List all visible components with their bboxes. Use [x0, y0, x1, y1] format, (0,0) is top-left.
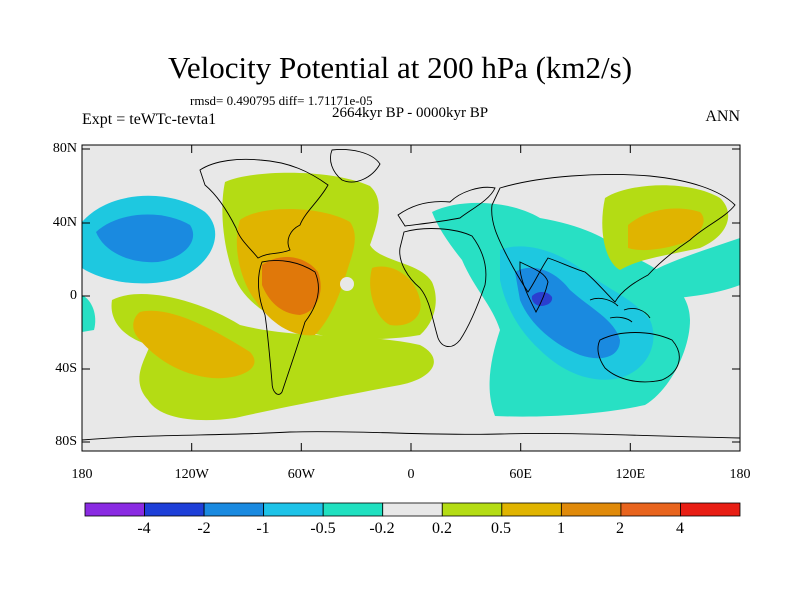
coast-maritime-continent [589, 297, 651, 323]
lon-label-0: 0 [407, 467, 415, 482]
lat-ticks [82, 148, 740, 443]
colorbar-box [84, 502, 145, 517]
colorbar-box [441, 502, 503, 517]
colorbar [84, 502, 741, 517]
lat-label-80s: 80S [55, 434, 77, 449]
coast-australia [597, 332, 680, 383]
lat-label-80n: 80N [52, 141, 77, 156]
colorbar-label: 2 [616, 520, 624, 537]
contour-zero-hole [340, 277, 354, 291]
contour-neg-strong [531, 291, 553, 306]
colorbar-box [620, 502, 681, 517]
colorbar-label: 0.5 [491, 520, 511, 537]
contour-neg-north-pacific-core [96, 214, 194, 263]
lat-label-40n: 40N [52, 215, 77, 230]
coast-greenland [330, 149, 381, 183]
contour-pos-asia-core [628, 208, 704, 251]
contour-neg-indian-core [515, 267, 620, 359]
colorbar-label: -0.2 [369, 520, 395, 537]
coast-asia [491, 174, 736, 303]
colorbar-label: -0.5 [310, 520, 336, 537]
colorbar-label: 1 [557, 520, 565, 537]
colorbar-box [680, 502, 741, 517]
lon-label-60w: 60W [287, 467, 315, 482]
colorbar-box [203, 502, 265, 517]
colorbar-label: -2 [197, 520, 211, 537]
lon-label-120w: 120W [174, 467, 209, 482]
period-subtitle: 2664kyr BP - 0000kyr BP [331, 105, 489, 121]
colorbar-box [263, 502, 324, 517]
colorbar-box [382, 502, 443, 517]
season-label: ANN [705, 108, 740, 125]
coast-europe [397, 186, 496, 227]
colorbar-label: -4 [137, 520, 151, 537]
contour-pos-south-pacific-core [133, 310, 255, 379]
contour-neg-nw-pacific [638, 238, 740, 300]
lon-label-180e: 180 [729, 467, 751, 482]
coast-africa [399, 228, 487, 347]
lon-label-60e: 60E [509, 467, 532, 482]
colorbar-label: -1 [256, 520, 270, 537]
lon-ticks [191, 145, 631, 451]
coastlines [82, 149, 740, 441]
lon-label-180w: 180 [71, 467, 93, 482]
lon-label-120e: 120E [615, 467, 646, 482]
experiment-label: Expt = teWTc-tevta1 [82, 111, 217, 128]
coast-south-america [258, 260, 319, 395]
colorbar-box [322, 502, 384, 517]
colorbar-box [144, 502, 205, 517]
colorbar-label: 4 [676, 520, 684, 537]
contour-fills [82, 172, 740, 421]
coast-north-america [199, 158, 329, 259]
colorbar-label: 0.2 [432, 520, 452, 537]
lat-label-40s: 40S [55, 361, 77, 376]
chart-title: Velocity Potential at 200 hPa (km2/s) [167, 50, 633, 85]
colorbar-box [501, 502, 562, 517]
rmsd-diff-stats: rmsd= 0.490795 diff= 1.71171e-05 [190, 93, 373, 108]
coast-antarctica [82, 431, 740, 441]
contour-pos-atlantic-mid [370, 266, 421, 326]
lat-label-0: 0 [70, 288, 77, 303]
contour-pos-amazon-core [262, 256, 321, 315]
coast-india [519, 261, 549, 313]
contour-neg-west-edge [82, 295, 96, 332]
colorbar-box [560, 502, 622, 517]
